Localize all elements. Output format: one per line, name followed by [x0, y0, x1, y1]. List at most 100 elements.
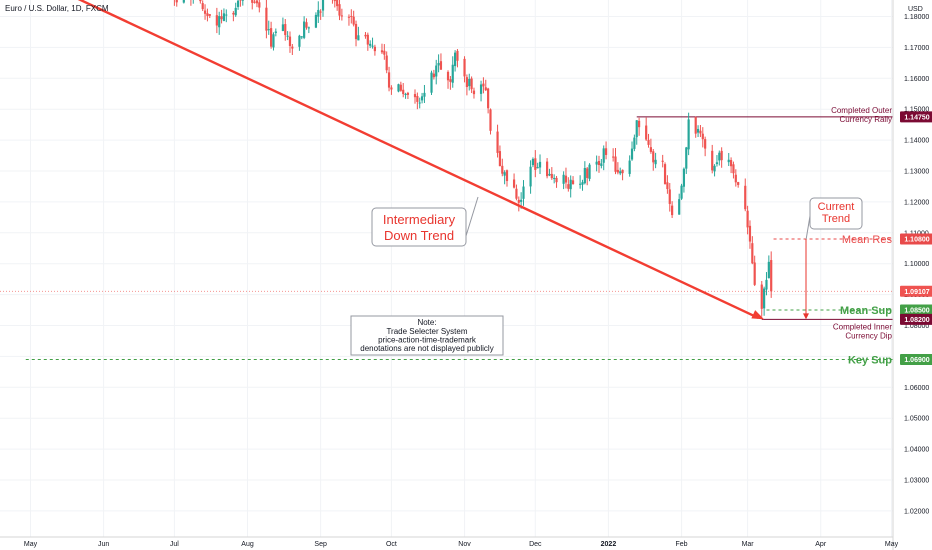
- candle-body: [203, 10, 207, 14]
- candle-body: [604, 148, 608, 155]
- candle: [338, 0, 341, 21]
- plot-area[interactable]: [0, 0, 893, 537]
- candle-body: [239, 0, 242, 1]
- note-line: price-action-time-trademark: [378, 336, 477, 345]
- candle: [744, 178, 747, 212]
- candle-body: [671, 205, 674, 216]
- candle: [635, 120, 638, 145]
- candle: [729, 157, 733, 174]
- candle: [614, 148, 617, 175]
- candle-body: [307, 27, 310, 29]
- candle: [546, 158, 549, 179]
- candle-body: [496, 131, 499, 153]
- candle-body: [225, 14, 228, 16]
- candle: [416, 92, 419, 110]
- candle-body: [286, 35, 289, 37]
- candle-body: [284, 24, 287, 36]
- grid: [0, 0, 893, 537]
- price-badge-bg: [900, 233, 932, 245]
- candle: [645, 117, 648, 141]
- x-tick-label: 2022: [601, 541, 617, 548]
- candle-body: [463, 58, 466, 77]
- measure-arrowhead: [803, 313, 809, 320]
- x-tick-label: Apr: [815, 541, 827, 548]
- candle: [529, 160, 532, 194]
- candle-body: [352, 16, 355, 25]
- inner-dip-label-2: Currency Dip: [845, 331, 892, 340]
- price-badge: 1.10800: [900, 233, 932, 245]
- candle-body: [668, 189, 671, 204]
- candle-body: [633, 137, 636, 149]
- candle-body: [522, 186, 525, 199]
- candle-body: [241, 0, 244, 1]
- candle: [406, 91, 410, 99]
- candle: [496, 124, 499, 158]
- candle: [522, 180, 525, 206]
- candle: [206, 8, 209, 22]
- candle-body: [199, 0, 202, 2]
- candle: [390, 85, 393, 95]
- candle: [203, 4, 207, 20]
- candle: [763, 286, 766, 316]
- candle: [366, 32, 369, 51]
- candle-body: [727, 159, 730, 163]
- price-badge-bg: [900, 353, 932, 365]
- candle: [569, 175, 572, 198]
- candle: [668, 183, 671, 212]
- x-tick-label: May: [24, 541, 38, 548]
- candle: [215, 7, 218, 34]
- time-axis[interactable]: May Jun Jul Aug Sep Oct Nov Dec 2022 Feb Mar Apr May: [24, 541, 899, 548]
- candle-body: [336, 0, 339, 7]
- candle-body: [423, 92, 426, 97]
- candle: [387, 66, 391, 92]
- candle: [439, 53, 443, 70]
- candle: [553, 174, 556, 184]
- candle: [602, 145, 605, 171]
- candle-body: [501, 165, 504, 174]
- candle: [220, 9, 223, 24]
- currency-label: USD: [908, 6, 923, 13]
- candle-body: [715, 162, 719, 165]
- price-badge: 1.06900: [900, 353, 932, 365]
- candle-body: [267, 29, 270, 31]
- candle-body: [529, 166, 532, 187]
- candle: [454, 50, 457, 72]
- y-tick-label: 1.18000: [904, 14, 929, 21]
- candle: [512, 173, 516, 189]
- candle-body: [201, 3, 204, 10]
- candle-body: [439, 61, 443, 70]
- candle-body: [555, 177, 558, 183]
- candle-body: [274, 31, 277, 33]
- candle: [637, 117, 641, 136]
- candle-body: [498, 151, 502, 167]
- candle: [253, 0, 256, 4]
- candle: [225, 9, 228, 23]
- candle: [298, 34, 301, 51]
- candle: [258, 0, 261, 13]
- candle-body: [612, 156, 615, 158]
- candle: [239, 0, 242, 7]
- candle-body: [760, 284, 763, 309]
- candle: [484, 79, 487, 92]
- candle: [352, 10, 355, 27]
- candle: [336, 0, 339, 11]
- candle-body: [588, 164, 591, 179]
- candle: [555, 175, 558, 188]
- candle-body: [451, 64, 454, 83]
- candle-body: [354, 23, 358, 40]
- price-badge: 1.08500: [900, 304, 932, 316]
- y-tick-label: 1.13000: [904, 169, 929, 176]
- candle-body: [517, 199, 520, 203]
- candle-body: [371, 45, 374, 47]
- price-axis[interactable]: 1.18000 1.17000 1.16000 1.15000 1.14000 1.130…: [904, 14, 929, 515]
- candle-body: [512, 179, 516, 188]
- callout-box: [809, 197, 863, 230]
- candle-body: [265, 7, 268, 31]
- candle-body: [531, 158, 535, 166]
- candle-body: [255, 0, 259, 4]
- candle-body: [314, 14, 318, 28]
- candle-body: [637, 120, 641, 128]
- candle: [685, 146, 688, 174]
